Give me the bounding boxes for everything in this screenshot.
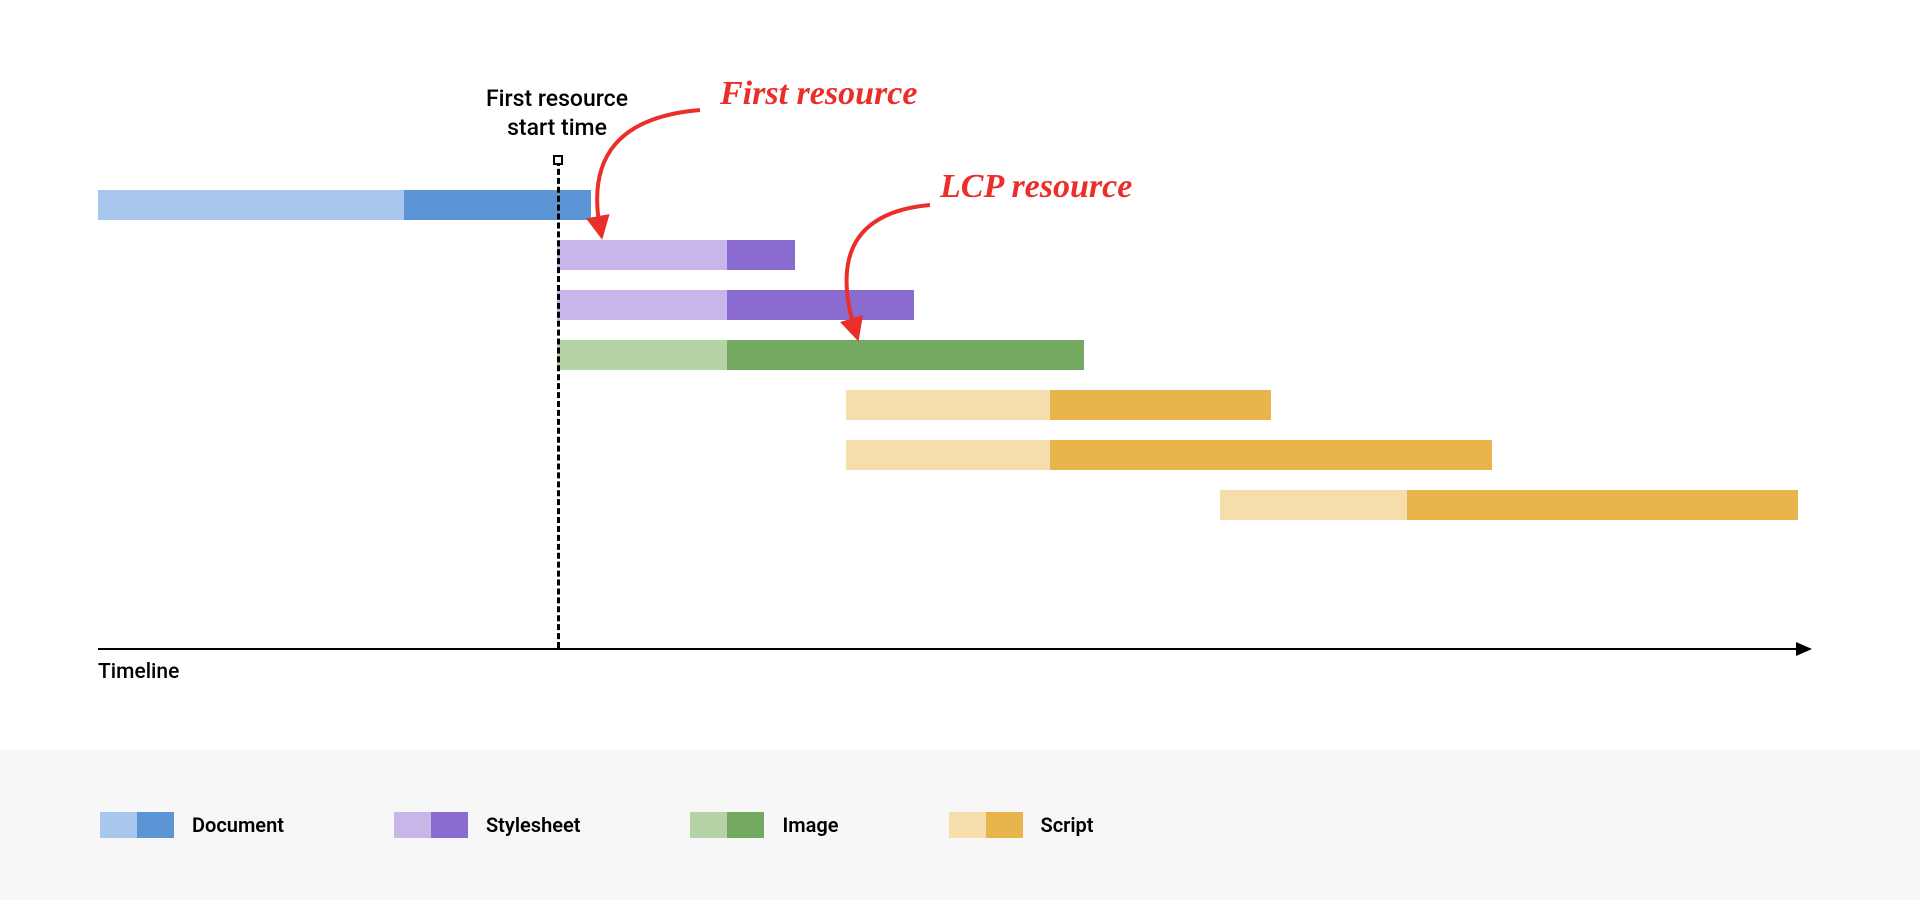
legend-swatch-dark [431,812,468,838]
legend-strip: Document Stylesheet Image Script [0,750,1920,900]
legend-swatch [690,812,764,838]
legend-swatch [100,812,174,838]
legend-swatch-light [949,812,986,838]
legend-item-document: Document [100,812,284,838]
legend-swatch-light [690,812,727,838]
legend-swatch-dark [727,812,764,838]
legend-label: Script [1041,813,1094,837]
legend-swatch-light [394,812,431,838]
legend-swatch [394,812,468,838]
legend-item-script: Script [949,812,1094,838]
legend-item-stylesheet: Stylesheet [394,812,581,838]
legend-label: Stylesheet [486,813,581,837]
legend-swatch [949,812,1023,838]
legend-label: Document [192,813,284,837]
legend-swatch-light [100,812,137,838]
legend-item-image: Image [690,812,838,838]
legend-swatch-dark [986,812,1023,838]
legend-swatch-dark [137,812,174,838]
legend-label: Image [782,813,838,837]
